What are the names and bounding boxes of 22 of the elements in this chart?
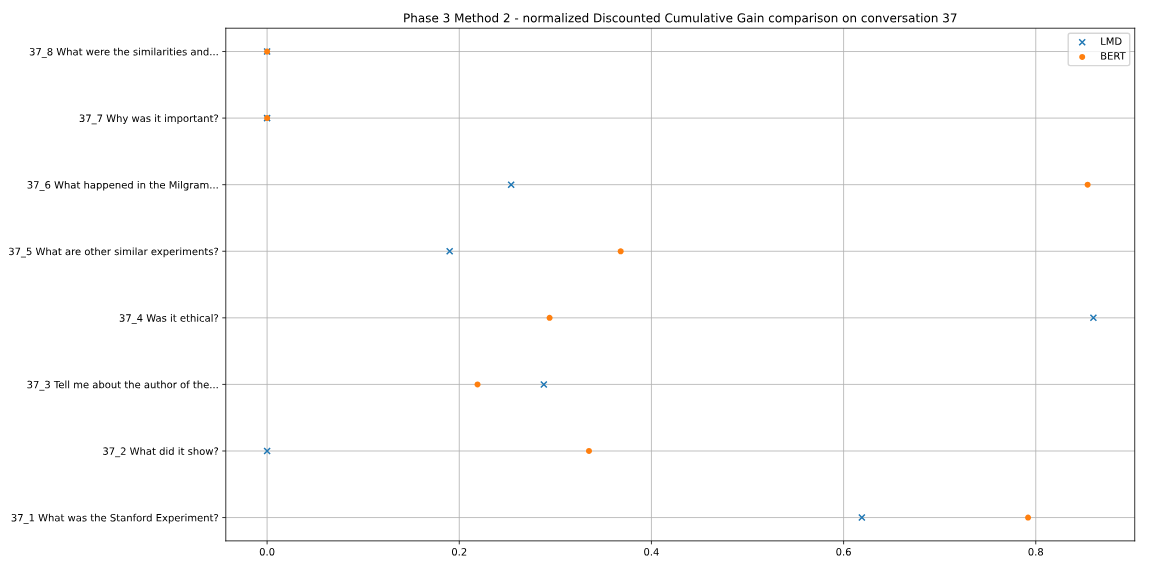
point bbox=[474, 381, 481, 388]
point bbox=[585, 447, 592, 454]
x-tick-label: 0.8 bbox=[1028, 548, 1044, 556]
point bbox=[546, 314, 553, 321]
legend-label: LMD bbox=[1101, 37, 1122, 45]
point bbox=[1084, 181, 1091, 188]
y-tick-label: 37_8 What were the similarities and... bbox=[29, 47, 218, 58]
point bbox=[1025, 514, 1032, 521]
x-tick-label: 0.0 bbox=[259, 548, 275, 556]
y-tick-label: 37_4 Was it ethical? bbox=[119, 314, 219, 324]
y-tick-label: 37_2 What did it show? bbox=[103, 447, 219, 458]
x-tick-label: 0.6 bbox=[836, 548, 851, 556]
y-tick-label: 37_5 What are other similar experiments? bbox=[9, 247, 219, 258]
point bbox=[617, 248, 624, 255]
y-tick-label: 37_3 Tell me about the author of the... bbox=[27, 380, 218, 391]
y-tick-label: 37_7 Why was it important? bbox=[79, 114, 219, 125]
chart-title: Phase 3 Method 2 - normalized Discounted Cumulative Gain comparison on conversation 37 bbox=[404, 13, 957, 25]
x-tick-label: 0.4 bbox=[644, 548, 659, 556]
x-tick-label: 0.2 bbox=[451, 548, 467, 556]
legend-label: BERT bbox=[1101, 52, 1126, 60]
y-tick-label: 37_6 What happened in the Milgram... bbox=[27, 180, 218, 191]
y-tick-label: 37_1 What was the Stanford Experiment? bbox=[11, 513, 219, 524]
